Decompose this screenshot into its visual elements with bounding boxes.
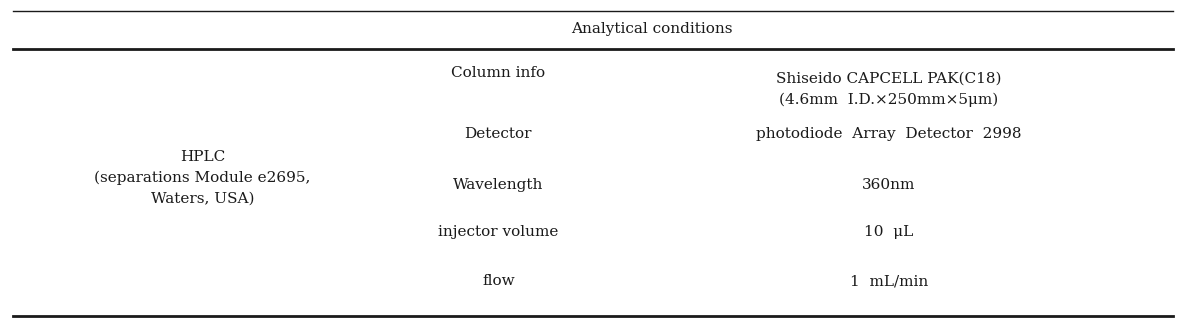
Text: 10  μL: 10 μL	[865, 225, 913, 239]
Text: 1  mL/min: 1 mL/min	[849, 274, 927, 288]
Text: HPLC
(separations Module e2695,
Waters, USA): HPLC (separations Module e2695, Waters, …	[95, 150, 311, 206]
Text: Wavelength: Wavelength	[453, 178, 543, 192]
Text: Detector: Detector	[465, 127, 533, 141]
Text: photodiode  Array  Detector  2998: photodiode Array Detector 2998	[755, 127, 1021, 141]
Text: 360nm: 360nm	[862, 178, 916, 192]
Text: Analytical conditions: Analytical conditions	[572, 22, 733, 36]
Text: injector volume: injector volume	[438, 225, 559, 239]
Text: flow: flow	[482, 274, 515, 288]
Text: Column info: Column info	[452, 66, 546, 81]
Text: Shiseido CAPCELL PAK(C18)
(4.6mm  I.D.×250mm×5μm): Shiseido CAPCELL PAK(C18) (4.6mm I.D.×25…	[776, 72, 1001, 107]
